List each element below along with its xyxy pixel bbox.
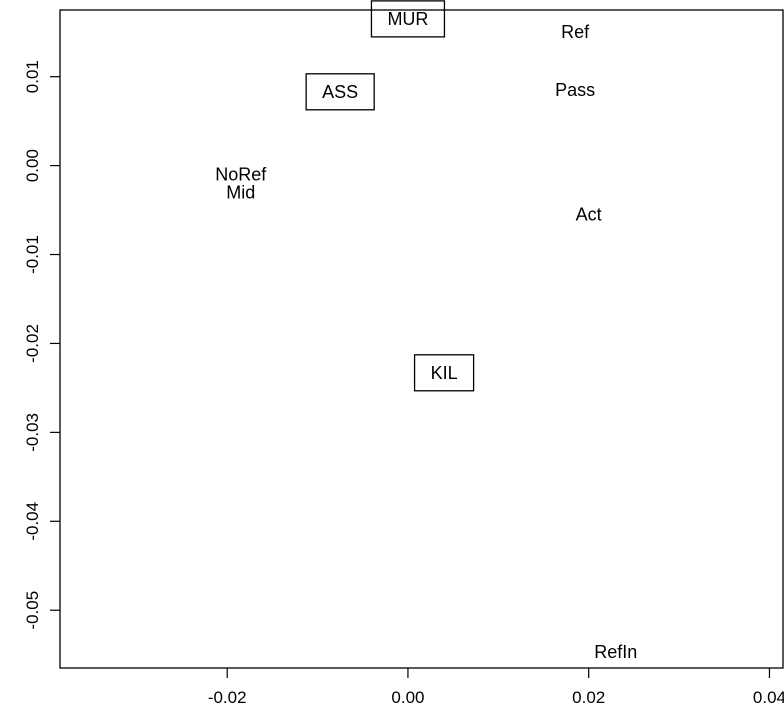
point-noref: NoRef <box>215 165 267 185</box>
point-ass: ASS <box>305 73 375 111</box>
point-act: Act <box>576 205 602 225</box>
point-label: MUR <box>387 9 428 29</box>
label-box <box>370 0 446 38</box>
point-label: ASS <box>322 82 358 102</box>
x-tick-label: 0.00 <box>391 688 424 707</box>
y-tick-label: 0.00 <box>23 149 42 182</box>
y-tick-label: -0.03 <box>23 413 42 452</box>
point-label: Ref <box>561 22 590 42</box>
y-tick-label: -0.05 <box>23 591 42 630</box>
y-tick-label: 0.01 <box>23 60 42 93</box>
point-ref: Ref <box>561 22 590 42</box>
point-pass: Pass <box>555 80 595 100</box>
point-refin: RefIn <box>594 642 637 662</box>
point-label: NoRef <box>215 165 267 185</box>
point-mur: MUR <box>370 0 446 38</box>
plot-border <box>59 9 784 669</box>
x-tick-label: -0.02 <box>208 688 247 707</box>
plot-frame <box>59 9 784 669</box>
point-label: RefIn <box>594 642 637 662</box>
point-kil: KIL <box>413 354 475 392</box>
x-tick-label: 0.04 <box>753 688 784 707</box>
label-box <box>413 354 475 392</box>
point-label: Act <box>576 205 602 225</box>
point-label: Pass <box>555 80 595 100</box>
y-tick-label: -0.01 <box>23 235 42 274</box>
point-label: KIL <box>431 363 458 383</box>
label-box <box>305 73 375 111</box>
point-label: Mid <box>226 182 255 202</box>
y-axis: 0.01 0.00 -0.01 -0.02 -0.03 -0.04 -0.05 <box>23 60 60 630</box>
x-axis: -0.02 0.00 0.02 0.04 <box>208 668 784 707</box>
y-tick-label: -0.04 <box>23 502 42 541</box>
y-tick-label: -0.02 <box>23 324 42 363</box>
point-mid: Mid <box>226 182 255 202</box>
x-tick-label: 0.02 <box>572 688 605 707</box>
